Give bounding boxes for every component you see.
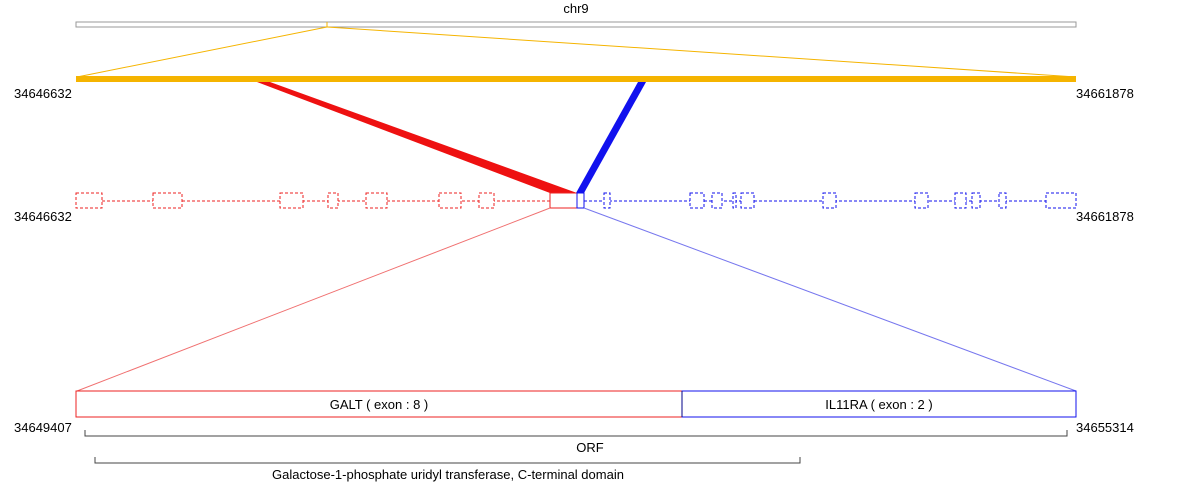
orf-bracket: [84, 430, 1068, 437]
gene-b-exon: [954, 192, 967, 209]
fusion-zoom-line-right: [583, 207, 1077, 392]
fusion-gene-a-label: GALT ( exon : 8 ): [330, 397, 429, 412]
gene-b-exon: [740, 192, 755, 209]
gene-b-exon: [914, 192, 929, 209]
fusion-gene-a-segment: [75, 390, 683, 418]
gene-b-exon: [998, 192, 1007, 209]
gene-a-breakpoint-connector: [257, 82, 577, 193]
gene-a-exon: [152, 192, 183, 209]
fusion-zoom-line-left: [76, 207, 551, 392]
domain-bracket: [94, 457, 801, 464]
exon-track-start-label: 34646632: [14, 209, 72, 224]
gene-b-exon: [689, 192, 705, 209]
chromosome-ideogram: [75, 21, 1077, 28]
gene-a-exon: [438, 192, 462, 209]
gene-a-exon: [478, 192, 495, 209]
gene-b-exon: [1045, 192, 1077, 209]
gene-a-exon: [75, 192, 103, 209]
exon-track-end-label: 34661878: [1076, 209, 1134, 224]
domain-label: Galactose-1-phosphate uridyl transferase…: [272, 467, 624, 482]
gene-a-exons: [75, 192, 495, 209]
gene-b-fusion-exon: [576, 192, 585, 209]
region-bar: [76, 76, 1076, 82]
region-end-label: 34661878: [1076, 86, 1134, 101]
fusion-end-label: 34655314: [1076, 420, 1134, 435]
gene-b-breakpoint-connector: [576, 82, 646, 193]
gene-b-exons: [603, 192, 1077, 209]
orf-label: ORF: [576, 440, 604, 455]
gene-b-exon: [971, 192, 981, 209]
gene-b-exon: [732, 192, 737, 209]
zoom-line-left: [76, 26, 328, 78]
gene-a-fusion-exon: [549, 192, 578, 209]
region-start-label: 34646632: [14, 86, 72, 101]
gene-a-exon: [327, 192, 339, 209]
zoom-line-right: [326, 26, 1077, 78]
chromosome-label: chr9: [563, 1, 588, 16]
fusion-gene-b-label: IL11RA ( exon : 2 ): [825, 397, 932, 412]
gene-b-exon: [822, 192, 837, 209]
fusion-start-label: 34649407: [14, 420, 72, 435]
gene-b-exon: [603, 192, 611, 209]
gene-a-exon: [365, 192, 388, 209]
gene-a-exon: [279, 192, 304, 209]
gene-b-exon: [711, 192, 723, 209]
